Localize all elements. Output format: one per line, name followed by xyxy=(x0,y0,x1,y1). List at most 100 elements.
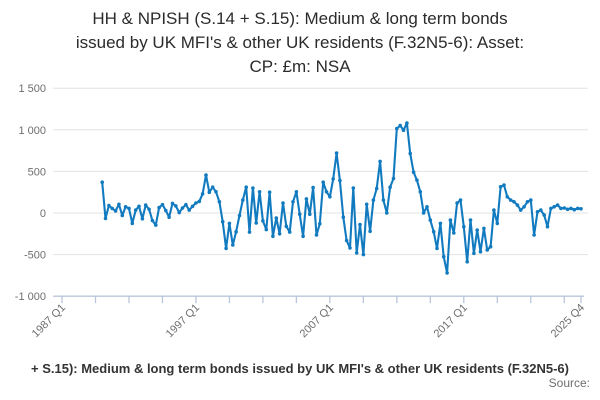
data-point xyxy=(217,200,222,204)
y-axis-tick-label: 1 500 xyxy=(18,83,46,95)
data-point xyxy=(107,203,111,208)
data-point xyxy=(130,221,135,226)
data-point xyxy=(341,215,346,219)
data-point xyxy=(552,205,556,209)
data-point xyxy=(207,190,212,194)
data-point xyxy=(398,123,403,128)
data-point xyxy=(579,207,583,211)
data-point xyxy=(455,201,459,205)
data-point xyxy=(428,218,433,222)
data-point xyxy=(338,178,342,183)
data-point xyxy=(488,244,493,249)
data-point xyxy=(452,231,456,235)
data-point xyxy=(482,226,486,231)
data-line xyxy=(101,122,583,274)
data-point xyxy=(445,271,449,275)
data-point xyxy=(411,170,416,174)
data-point xyxy=(344,238,349,243)
data-point xyxy=(247,230,252,234)
data-point xyxy=(468,218,473,222)
data-point xyxy=(465,259,470,264)
data-point xyxy=(294,190,299,194)
data-point xyxy=(515,203,520,207)
data-point xyxy=(324,190,329,194)
chart-title-line-3: CP: £m: NSA xyxy=(249,57,351,76)
data-point xyxy=(421,211,426,215)
data-point xyxy=(147,207,151,212)
data-point xyxy=(512,200,516,204)
data-point xyxy=(435,246,439,251)
data-point xyxy=(391,176,396,181)
data-point xyxy=(184,202,188,207)
data-point xyxy=(117,202,121,207)
data-point xyxy=(569,206,573,211)
data-point xyxy=(502,183,506,187)
data-point xyxy=(274,216,279,220)
data-point xyxy=(575,206,580,211)
data-point xyxy=(113,209,118,213)
y-axis-tick-label: -500 xyxy=(24,250,46,262)
data-point xyxy=(308,212,312,216)
data-point xyxy=(385,211,389,215)
x-axis-tick-label: 1987 Q1 xyxy=(30,302,68,340)
x-axis-tick-label: 1997 Q1 xyxy=(164,302,202,340)
data-point xyxy=(425,205,429,209)
data-point xyxy=(177,210,181,215)
data-point xyxy=(190,204,195,209)
data-point xyxy=(210,185,215,189)
data-point xyxy=(381,198,386,202)
data-point xyxy=(441,254,446,259)
data-point xyxy=(227,221,232,226)
y-axis-tick-label: 500 xyxy=(28,166,46,178)
data-point xyxy=(431,229,436,234)
data-point xyxy=(137,204,141,209)
data-point xyxy=(508,198,513,202)
data-point xyxy=(374,186,379,191)
source-label: Source: xyxy=(548,376,590,390)
data-point xyxy=(197,199,202,204)
data-point xyxy=(364,202,369,207)
data-point xyxy=(418,190,423,194)
data-point xyxy=(160,202,165,207)
data-point xyxy=(395,126,399,131)
data-point xyxy=(525,200,530,204)
data-point xyxy=(170,201,175,206)
data-point xyxy=(532,233,536,237)
data-point xyxy=(378,159,382,164)
data-point xyxy=(261,219,265,223)
data-point xyxy=(174,204,178,208)
data-point xyxy=(522,205,526,209)
data-point xyxy=(311,185,315,190)
data-point xyxy=(100,180,104,184)
data-point xyxy=(284,224,289,229)
data-point xyxy=(539,208,543,212)
data-point xyxy=(241,198,245,202)
data-point xyxy=(415,178,419,182)
data-point xyxy=(565,207,570,212)
data-point xyxy=(231,243,235,247)
data-point xyxy=(127,206,131,211)
data-point xyxy=(438,221,443,226)
x-axis-tick-label: 2007 Q1 xyxy=(298,302,336,340)
data-point xyxy=(154,223,158,227)
data-point xyxy=(348,246,352,250)
data-point xyxy=(549,206,553,211)
data-point xyxy=(291,200,295,204)
data-point xyxy=(234,229,238,234)
data-point xyxy=(498,185,503,189)
data-point xyxy=(287,230,292,234)
data-point xyxy=(194,201,198,205)
data-point xyxy=(254,221,258,225)
data-point xyxy=(143,203,148,207)
chart-title: HH & NPISH (S.14 + S.15): Medium & long … xyxy=(0,7,600,79)
data-point xyxy=(267,190,272,194)
data-point xyxy=(535,210,540,214)
data-point xyxy=(354,251,359,255)
legend-series-label: + S.15): Medium & long term bonds issued… xyxy=(31,361,569,376)
data-point xyxy=(408,151,413,156)
data-point xyxy=(224,246,228,251)
data-point xyxy=(187,208,191,212)
data-point xyxy=(331,177,336,181)
data-point xyxy=(133,208,138,212)
